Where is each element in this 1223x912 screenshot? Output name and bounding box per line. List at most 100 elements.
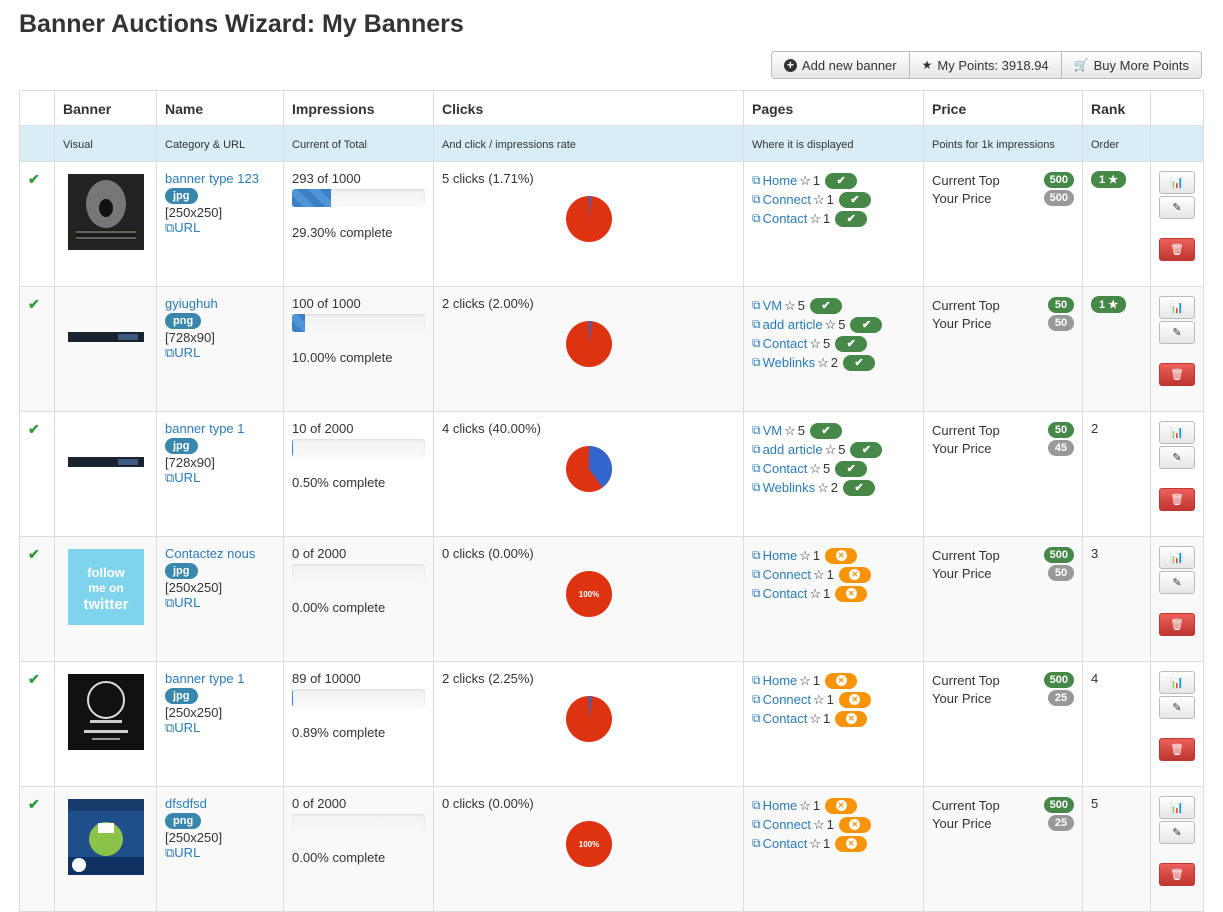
stats-chart-button[interactable]: 📊 <box>1159 421 1195 444</box>
page-link[interactable]: Home <box>762 548 798 563</box>
banner-url-link[interactable]: ⧉URL <box>165 595 201 610</box>
edit-button[interactable]: ✎ <box>1159 196 1195 219</box>
pie-label: 100% <box>578 590 598 599</box>
edit-button[interactable]: ✎ <box>1159 321 1195 344</box>
page-link[interactable]: add article <box>762 317 823 332</box>
banner-url-link[interactable]: ⧉URL <box>165 720 201 735</box>
banner-thumbnail[interactable]: follow me on twitter <box>67 549 144 625</box>
x-icon: ✕ <box>849 819 861 830</box>
banner-thumbnail[interactable] <box>67 299 144 375</box>
page-link[interactable]: Contact <box>762 461 808 476</box>
page-link[interactable]: Connect <box>762 567 811 582</box>
table-row: ✔ dfsdfsd png [250x250] ⧉URL 0 of 2000 0.00% c… <box>19 786 1204 912</box>
delete-button[interactable]: 🗑 <box>1159 238 1195 261</box>
banner-thumbnail[interactable] <box>67 674 144 750</box>
delete-button[interactable]: 🗑 <box>1159 613 1195 636</box>
edit-button[interactable]: ✎ <box>1159 821 1195 844</box>
star-outline-icon: ☆ <box>809 460 822 476</box>
edit-button[interactable]: ✎ <box>1159 696 1195 719</box>
page-link[interactable]: Connect <box>762 192 811 207</box>
your-price-row: Your Price 45 <box>932 439 1074 457</box>
click-rate-pie-chart <box>565 446 612 492</box>
page-link[interactable]: Weblinks <box>762 480 816 495</box>
plus-circle-icon: + <box>783 58 797 72</box>
page-link[interactable]: Weblinks <box>762 355 816 370</box>
active-check-icon: ✔ <box>28 296 40 312</box>
banner-name-link[interactable]: banner type 123 <box>165 171 259 186</box>
check-status-badge: ✔ <box>809 297 842 314</box>
my-points-button[interactable]: ★ My Points: 3918.94 <box>910 52 1062 78</box>
stats-chart-button[interactable]: 📊 <box>1159 546 1195 569</box>
page-entry: ⧉ Home ☆ 1 ✕ <box>752 546 915 565</box>
current-top-badge: 50 <box>1048 297 1074 313</box>
page-link[interactable]: Contact <box>762 211 808 226</box>
banner-thumbnail[interactable] <box>67 424 144 500</box>
external-link-icon: ⧉ <box>752 836 761 850</box>
page-link[interactable]: Contact <box>762 711 808 726</box>
page-entry: ⧉ Connect ☆ 1 ✕ <box>752 815 915 834</box>
page-entry: ⧉ Contact ☆ 1 ✕ <box>752 709 915 728</box>
active-check-icon: ✔ <box>28 796 40 812</box>
external-link-icon: ⧉ <box>165 345 175 360</box>
stats-chart-button[interactable]: 📊 <box>1159 671 1195 694</box>
page-entry: ⧉ Home ☆ 1 ✕ <box>752 671 915 690</box>
edit-button[interactable]: ✎ <box>1159 446 1195 469</box>
progress-text: 0.00% complete <box>292 600 386 615</box>
check-status-badge: ✔ <box>842 479 875 496</box>
banner-name-link[interactable]: Contactez nous <box>165 546 256 561</box>
your-price-badge: 500 <box>1043 190 1074 206</box>
page-link[interactable]: Connect <box>762 817 811 832</box>
delete-button[interactable]: 🗑 <box>1159 488 1195 511</box>
edit-button[interactable]: ✎ <box>1159 571 1195 594</box>
banner-name-link[interactable]: banner type 1 <box>165 421 245 436</box>
page-link[interactable]: Home <box>762 173 798 188</box>
file-type-badge: jpg <box>165 563 198 579</box>
banner-size: [250x250] <box>165 205 223 220</box>
x-icon: ✕ <box>845 588 857 599</box>
banner-thumbnail[interactable] <box>67 174 144 250</box>
page-link[interactable]: add article <box>762 442 823 457</box>
page-link[interactable]: Contact <box>762 586 808 601</box>
delete-button[interactable]: 🗑 <box>1159 863 1195 886</box>
impressions-progress-bar <box>292 689 425 707</box>
impressions-count: 293 of 1000 <box>292 171 361 186</box>
banner-url-link[interactable]: ⧉URL <box>165 845 201 860</box>
stats-chart-button[interactable]: 📊 <box>1159 171 1195 194</box>
delete-button[interactable]: 🗑 <box>1159 363 1195 386</box>
impressions-count: 0 of 2000 <box>292 546 347 561</box>
progress-text: 29.30% complete <box>292 225 393 240</box>
page-link[interactable]: VM <box>762 298 783 313</box>
add-banner-button[interactable]: + Add new banner <box>772 52 910 78</box>
page-link[interactable]: Contact <box>762 336 808 351</box>
table-row: ✔ banner type 123 jpg [250x250] ⧉URL 293 of 1… <box>19 161 1204 287</box>
current-top-badge: 500 <box>1043 672 1074 688</box>
table-row: ✔ banner type 1 jpg [250x250] ⧉URL 89 of 1000… <box>19 661 1204 787</box>
delete-button[interactable]: 🗑 <box>1159 738 1195 761</box>
star-outline-icon: ☆ <box>799 672 811 688</box>
bar-chart-icon: 📊 <box>1170 427 1184 439</box>
your-price-row: Your Price 25 <box>932 689 1074 707</box>
clicks-count: 5 clicks (1.71%) <box>442 171 534 186</box>
buy-points-button[interactable]: 🛒 Buy More Points <box>1073 57 1189 73</box>
page-entry: ⧉ Connect ☆ 1 ✕ <box>752 690 915 709</box>
page-entry: ⧉ VM ☆ 5 ✔ <box>752 296 915 315</box>
banner-url-link[interactable]: ⧉URL <box>165 470 201 485</box>
page-link[interactable]: Connect <box>762 692 811 707</box>
stats-chart-button[interactable]: 📊 <box>1159 296 1195 319</box>
page-link[interactable]: Contact <box>762 836 808 851</box>
banner-name-link[interactable]: dfsdfsd <box>165 796 207 811</box>
banner-name-link[interactable]: gyiughuh <box>165 296 218 311</box>
banner-url-link[interactable]: ⧉URL <box>165 345 201 360</box>
banner-url-link[interactable]: ⧉URL <box>165 220 201 235</box>
stats-chart-button[interactable]: 📊 <box>1159 796 1195 819</box>
banner-thumbnail[interactable] <box>67 799 144 875</box>
banner-name-link[interactable]: banner type 1 <box>165 671 245 686</box>
page-link[interactable]: Home <box>762 673 798 688</box>
page-link[interactable]: Home <box>762 798 798 813</box>
page-link[interactable]: VM <box>762 423 783 438</box>
external-link-icon: ⧉ <box>752 442 761 456</box>
external-link-icon: ⧉ <box>752 711 761 725</box>
cart-icon: 🛒 <box>1073 58 1089 72</box>
rank-value: 3 <box>1091 546 1099 561</box>
star-outline-icon: ☆ <box>809 210 822 226</box>
